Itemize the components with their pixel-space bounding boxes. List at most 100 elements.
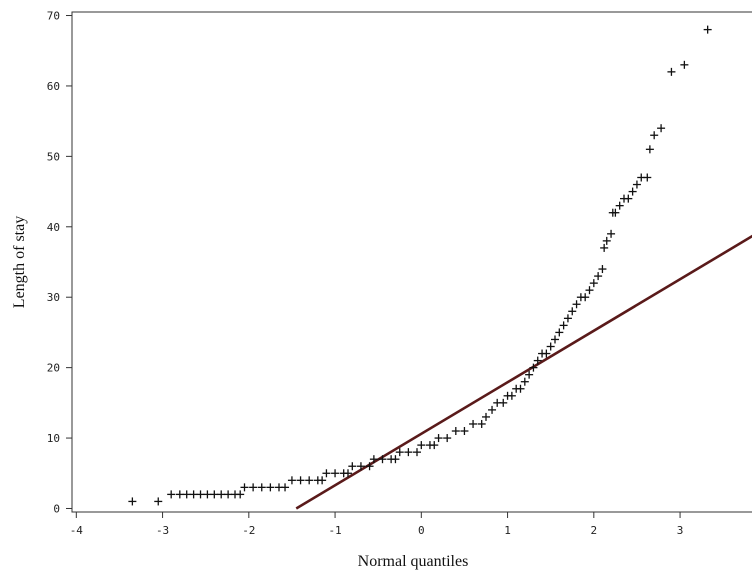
data-point: [533, 356, 542, 365]
data-point: [607, 229, 616, 238]
data-point: [128, 497, 137, 506]
data-point: [391, 455, 400, 464]
data-point: [650, 131, 659, 140]
data-point: [167, 490, 176, 499]
x-tick-label: 3: [677, 524, 684, 537]
data-point: [645, 145, 654, 154]
y-tick-label: 70: [47, 10, 60, 23]
x-axis: -4 -3 -2 -1 0 1 2 3: [70, 512, 684, 537]
data-point: [598, 265, 607, 274]
data-point: [348, 462, 357, 471]
x-tick-label: -3: [156, 524, 169, 537]
data-point: [356, 462, 365, 471]
data-point: [460, 427, 469, 436]
data-point: [154, 497, 163, 506]
y-tick-label: 50: [47, 150, 60, 163]
data-point: [546, 342, 555, 351]
data-point: [443, 434, 452, 443]
data-point: [189, 490, 198, 499]
data-point: [182, 490, 191, 499]
data-point: [217, 490, 226, 499]
x-axis-title: Normal quantiles: [358, 553, 469, 570]
y-axis-title: Length of stay: [11, 216, 28, 308]
data-point: [469, 419, 478, 428]
x-tick-label: -2: [242, 524, 255, 537]
y-tick-label: 20: [47, 362, 60, 375]
data-point: [404, 448, 413, 457]
y-tick-label: 60: [47, 80, 60, 93]
data-point: [594, 272, 603, 281]
y-tick-label: 40: [47, 221, 60, 234]
data-point: [287, 476, 296, 485]
data-point: [628, 187, 637, 196]
x-tick-label: 0: [418, 524, 425, 537]
data-point: [322, 469, 331, 478]
x-tick-label: -4: [70, 524, 84, 537]
data-point: [525, 370, 534, 379]
y-axis: 0 10 20 30 40 50 60 70: [47, 10, 72, 515]
data-point: [703, 25, 712, 34]
data-point: [434, 434, 443, 443]
data-point: [477, 419, 486, 428]
data-point: [615, 201, 624, 210]
data-point: [600, 243, 609, 252]
data-point: [430, 441, 439, 450]
data-point: [305, 476, 314, 485]
data-point: [369, 455, 378, 464]
x-tick-label: 2: [591, 524, 598, 537]
data-point: [559, 321, 568, 330]
data-point: [236, 490, 245, 499]
data-point: [451, 427, 460, 436]
y-tick-label: 30: [47, 291, 60, 304]
data-point: [318, 476, 327, 485]
data-point: [572, 300, 581, 309]
data-point: [417, 441, 426, 450]
data-point: [257, 483, 266, 492]
data-point: [175, 490, 184, 499]
x-tick-label: -1: [328, 524, 341, 537]
data-point: [365, 462, 374, 471]
data-point: [395, 448, 404, 457]
y-tick-label: 0: [53, 502, 60, 515]
data-point: [581, 293, 590, 302]
data-point: [585, 286, 594, 295]
data-point: [563, 314, 572, 323]
data-point: [611, 208, 620, 217]
data-point: [667, 67, 676, 76]
data-point: [542, 349, 551, 358]
data-point: [240, 483, 249, 492]
data-point: [196, 490, 205, 499]
data-point: [331, 469, 340, 478]
data-point: [224, 490, 233, 499]
data-point: [413, 448, 421, 457]
data-point: [499, 398, 508, 407]
data-point: [249, 483, 258, 492]
data-point: [643, 173, 652, 182]
data-point: [516, 384, 525, 393]
data-point: [281, 483, 290, 492]
data-point: [378, 455, 387, 464]
data-point: [210, 490, 219, 499]
data-point: [589, 279, 598, 288]
data-point: [507, 391, 516, 400]
plot-frame: [71, 11, 752, 513]
data-point: [203, 490, 212, 499]
data-point: [488, 405, 497, 414]
data-point: [624, 194, 633, 203]
data-point: [482, 412, 490, 421]
data-point: [296, 476, 305, 485]
y-tick-label: 10: [47, 432, 60, 445]
data-point: [520, 377, 529, 386]
data-points: [128, 25, 712, 506]
data-point: [529, 363, 538, 372]
data-point: [344, 469, 352, 478]
data-point: [266, 483, 275, 492]
data-point: [602, 236, 611, 245]
data-point: [680, 60, 689, 69]
data-point: [555, 328, 564, 337]
data-point: [568, 307, 577, 316]
x-tick-label: 1: [504, 524, 511, 537]
data-point: [657, 124, 666, 133]
data-point: [632, 180, 641, 189]
